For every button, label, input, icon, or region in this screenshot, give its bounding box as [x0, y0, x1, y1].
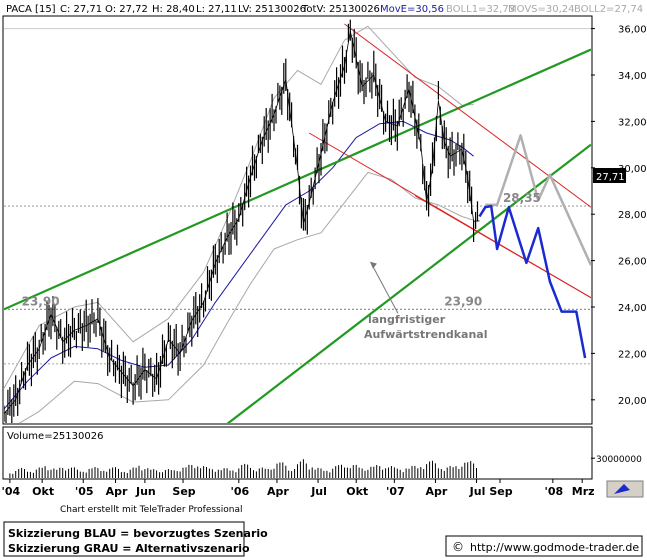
header-close: C: 27,71	[60, 4, 102, 15]
volume-bars	[9, 459, 477, 478]
volume-axis: 30000000	[591, 455, 642, 465]
y-tick-label: 24,00	[618, 303, 647, 314]
x-tick-label: Apr	[426, 485, 448, 498]
x-tick-label: Sep	[489, 485, 512, 498]
price-plot-frame	[2, 15, 593, 425]
x-tick-label: Jul	[310, 485, 327, 498]
y-tick-label: 20,00	[618, 396, 647, 407]
copyright-box	[445, 535, 643, 557]
volume-tick-label: 30000000	[596, 455, 642, 465]
x-tick-label: Apr	[106, 485, 128, 498]
level-label-1: 23,90	[444, 294, 482, 308]
volume-label: Volume=25130026	[7, 431, 103, 442]
header-bar: PACA [15] C: 27,71 O: 27,72 H: 28,40 L: …	[6, 4, 643, 15]
level-label-2: 28,35	[503, 191, 541, 205]
annotation-line2: Aufwärtstrendkanal	[364, 328, 488, 341]
down-channel-lower	[414, 195, 591, 299]
annotation-line1: langfristiger	[368, 313, 446, 326]
y-tick-label: 30,00	[618, 164, 647, 175]
y-tick-label: 32,00	[618, 117, 647, 128]
scenario-grey-path	[485, 134, 591, 266]
header-boll2: BOLL2=27,74	[574, 4, 643, 15]
header-low: L: 27,11	[196, 4, 237, 15]
legend-grey: Skizzierung GRAU = Alternativszenario	[8, 542, 250, 555]
legend-box	[3, 521, 245, 557]
x-tick-label: '08	[545, 485, 564, 498]
x-tick-label: Apr	[267, 485, 289, 498]
copyright-symbol: ©	[452, 540, 464, 554]
header-boll1: BOLL1=32,73	[446, 4, 515, 15]
x-tick-label: '06	[230, 485, 249, 498]
annotation-arrow	[371, 264, 399, 314]
scenario-blue-path	[478, 204, 587, 359]
header-symbol: PACA [15]	[6, 4, 56, 15]
x-tick-label: Jun	[135, 485, 156, 498]
x-tick-label: Sep	[172, 485, 195, 498]
time-axis: '04 Okt '05 Apr Jun Sep '06 Apr Jul Okt '07 Apr Jul S…	[2, 479, 595, 498]
bollinger-lower-line	[18, 171, 474, 423]
y-tick-label: 26,00	[618, 257, 647, 268]
x-tick-label: '07	[386, 485, 405, 498]
header-lv: LV: 25130026	[238, 4, 306, 15]
y-tick-label: 22,00	[618, 349, 647, 360]
trend-channel-lower	[226, 143, 591, 423]
legend-blue: Skizzierung BLAU = bevorzugtes Szenario	[8, 527, 268, 540]
chart-navigate-icon	[614, 484, 630, 494]
header-move: MovE=30,56	[380, 4, 444, 15]
header-high: H: 28,40	[152, 4, 195, 15]
level-label-0: 23,90	[22, 294, 60, 308]
last-price-text: 27,71	[596, 172, 625, 183]
header-totv: TotV: 25130026	[301, 4, 380, 15]
last-price-badge	[593, 168, 626, 183]
x-tick-label: Okt	[32, 485, 54, 498]
y-tick-label: 28,00	[618, 210, 647, 221]
x-tick-label: Jul	[469, 485, 486, 498]
x-tick-label: '05	[75, 485, 94, 498]
annotation-arrowhead	[369, 261, 377, 269]
x-tick-label: Okt	[346, 485, 368, 498]
y-tick-label: 36,00	[618, 25, 647, 36]
header-open: O: 27,72	[105, 4, 148, 15]
price-axis: 20,00 22,00 24,00 26,00 28,00 30,00 32,00 34,00…	[591, 25, 647, 407]
price-line	[4, 30, 480, 414]
source-url[interactable]: http://www.godmode-trader.de	[470, 541, 639, 554]
trend-channel-upper	[4, 48, 591, 311]
chart-credit: Chart erstellt mit TeleTrader Profession…	[60, 505, 242, 515]
header-movs: MOVS=30,24	[508, 4, 575, 15]
x-tick-label: '04	[2, 485, 21, 498]
x-tick-label: Mrz	[572, 485, 595, 498]
price-plot: 23,90 23,90 28,35 langfristiger Aufwärtstren…	[4, 19, 591, 423]
y-tick-label: 34,00	[618, 71, 647, 82]
